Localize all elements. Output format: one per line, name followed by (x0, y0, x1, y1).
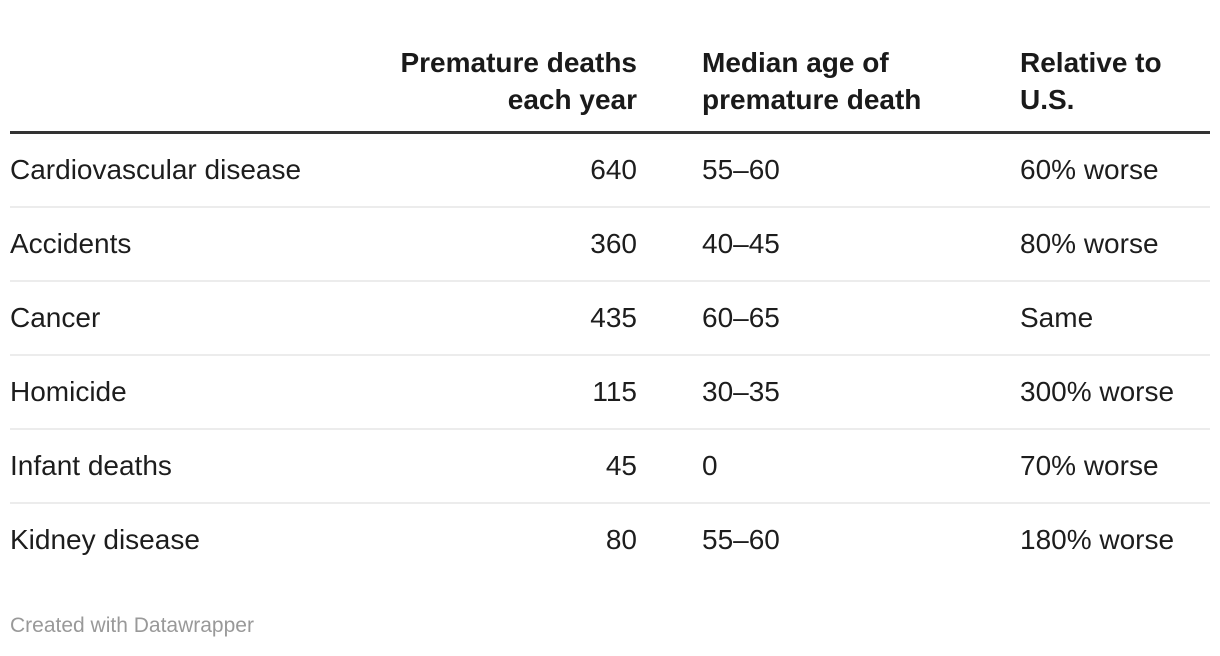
table-row: Accidents 360 40–45 80% worse (10, 207, 1210, 282)
attribution: Created with Datawrapper (10, 612, 1210, 639)
table-row: Homicide 115 30–35 300% worse (10, 355, 1210, 430)
table-row: Cancer 435 60–65 Same (10, 281, 1210, 356)
table-row: Cardiovascular disease 640 55–60 60% wor… (10, 132, 1210, 208)
column-header-relative-to-us: Relative to U.S. (1020, 0, 1210, 134)
cell-median-age: 60–65 (637, 281, 1020, 356)
data-table: Premature deaths each year Median age of… (10, 0, 1210, 576)
column-header-cause (10, 0, 390, 134)
datawrapper-table-widget: Premature deaths each year Median age of… (10, 0, 1210, 639)
cell-median-age: 30–35 (637, 355, 1020, 430)
cell-premature-deaths: 80 (605, 524, 637, 555)
cell-relative-to-us: Same (1020, 281, 1210, 356)
cell-relative-to-us: 70% worse (1020, 429, 1210, 504)
column-header-premature-deaths: Premature deaths each year (390, 0, 637, 134)
cell-relative-to-us: 180% worse (1020, 524, 1175, 555)
column-header-median-age: Median age of premature death (637, 0, 1020, 134)
cell-relative-to-us: 80% worse (1020, 207, 1210, 282)
cell-cause: Kidney disease (10, 524, 200, 555)
cell-premature-deaths: 640 (390, 132, 637, 208)
table-row: Kidney disease 80 55–60 180% worse (10, 503, 1210, 576)
table-row: Infant deaths 45 0 70% worse (10, 429, 1210, 504)
cell-median-age: 0 (637, 429, 1020, 504)
cell-cause: Infant deaths (10, 429, 390, 504)
table-header-row: Premature deaths each year Median age of… (10, 0, 1210, 134)
cell-median-age: 55–60 (702, 524, 780, 555)
cell-median-age: 40–45 (637, 207, 1020, 282)
cell-relative-to-us: 60% worse (1020, 132, 1210, 208)
cell-relative-to-us: 300% worse (1020, 355, 1210, 430)
cell-premature-deaths: 360 (390, 207, 637, 282)
cell-premature-deaths: 115 (390, 355, 637, 430)
cell-cause: Homicide (10, 355, 390, 430)
cell-premature-deaths: 45 (390, 429, 637, 504)
cell-median-age: 55–60 (637, 132, 1020, 208)
cell-cause: Cancer (10, 281, 390, 356)
cell-premature-deaths: 435 (390, 281, 637, 356)
datawrapper-attribution-link[interactable]: Created with Datawrapper (10, 614, 254, 637)
cell-cause: Cardiovascular disease (10, 132, 390, 208)
cell-cause: Accidents (10, 207, 390, 282)
